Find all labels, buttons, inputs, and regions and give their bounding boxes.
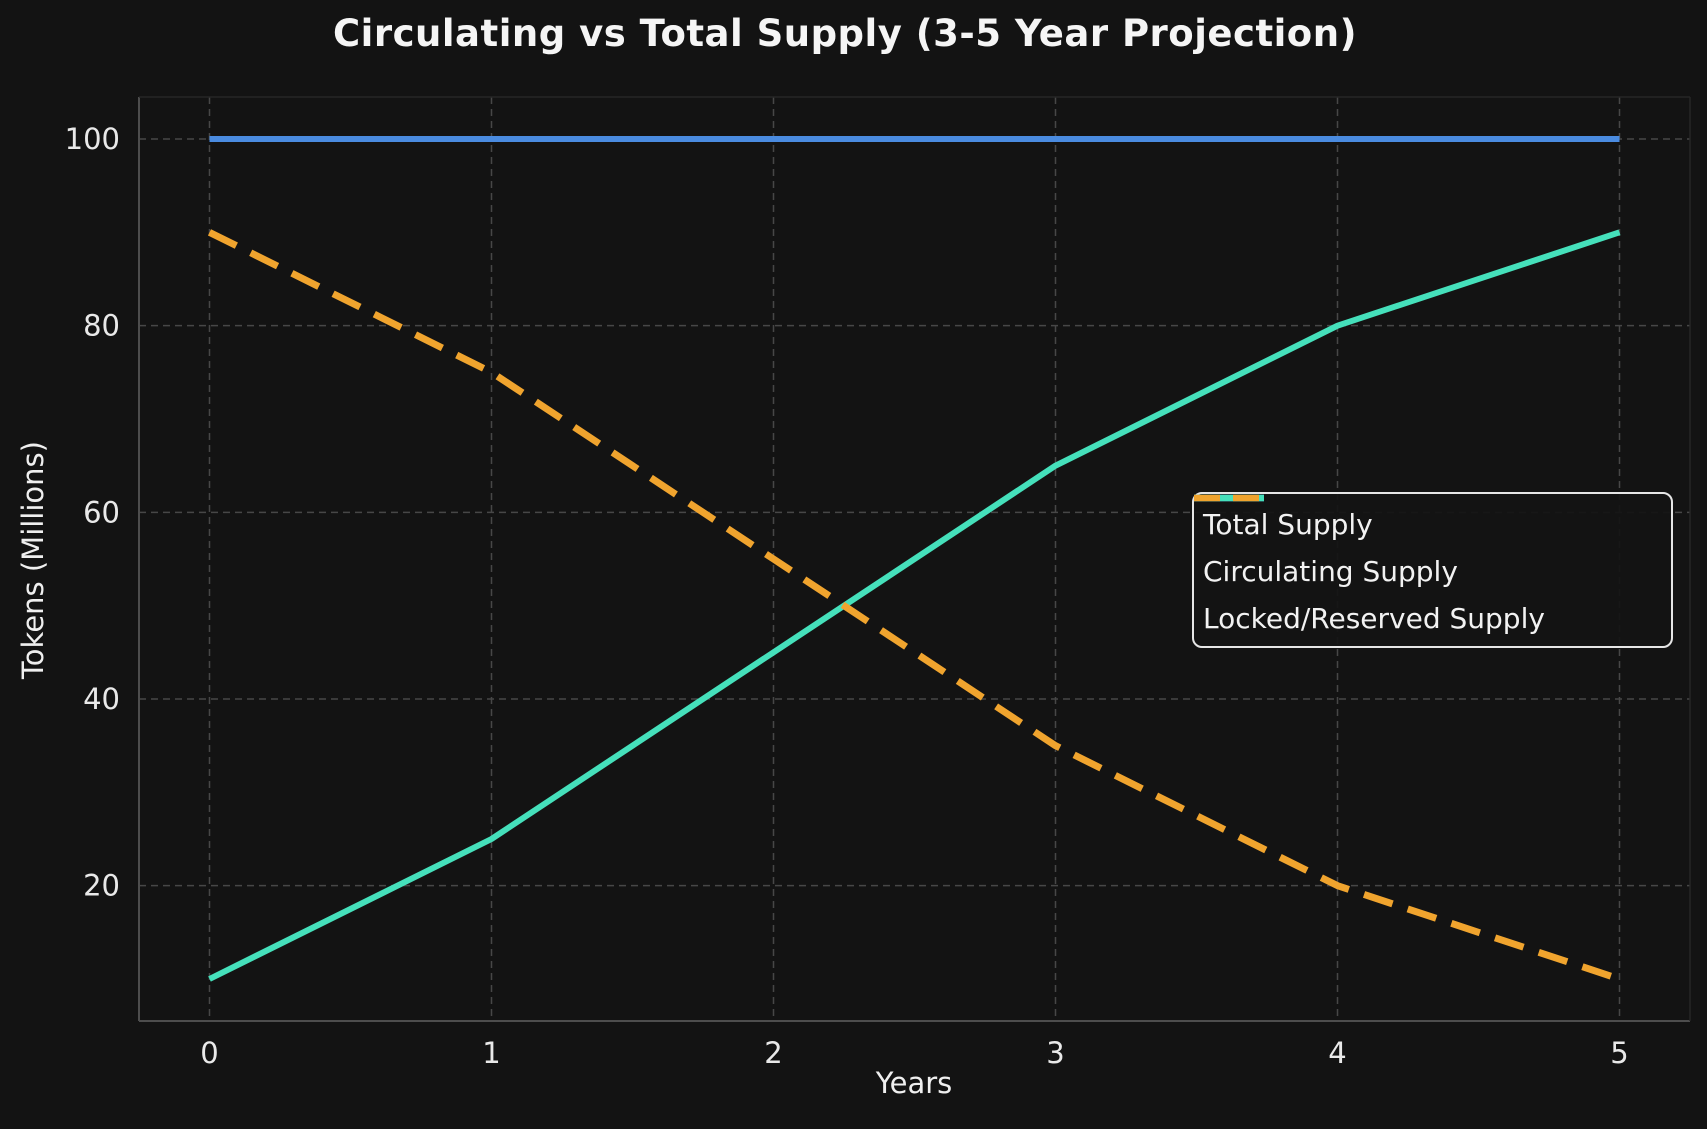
legend-item-total-supply: Total Supply [1194,494,1671,548]
y-tick-label: 100 [65,122,120,156]
legend-item-locked-reserved-supply: Locked/Reserved Supply [1194,494,1671,642]
y-tick-label: 60 [83,495,120,529]
series-line-locked-reserved-supply [207,229,1621,983]
series-line-circulating-supply [208,229,1621,982]
legend-label: Circulating Supply [1203,554,1458,588]
x-tick-label: 5 [1610,1036,1628,1070]
y-tick-label: 80 [83,309,120,343]
y-tick-label: 20 [83,869,120,903]
legend: Total Supply Circulating Supply Locked/Res… [1192,492,1673,648]
x-tick-label: 3 [1046,1036,1064,1070]
x-tick-label: 1 [482,1036,500,1070]
chart-title: Circulating vs Total Supply (3-5 Year Pr… [333,12,1357,55]
y-tick-label: 40 [83,682,120,716]
y-axis-label: Tokens (Millions) [16,441,50,679]
legend-item-circulating-supply: Circulating Supply [1194,494,1671,595]
x-axis-label: Years [875,1066,953,1100]
x-tick-label: 4 [1328,1036,1346,1070]
legend-line-sample [1194,494,1264,502]
x-tick-label: 2 [764,1036,782,1070]
x-tick-label: 0 [200,1036,218,1070]
legend-label: Locked/Reserved Supply [1203,601,1545,635]
legend-label: Total Supply [1203,507,1373,541]
